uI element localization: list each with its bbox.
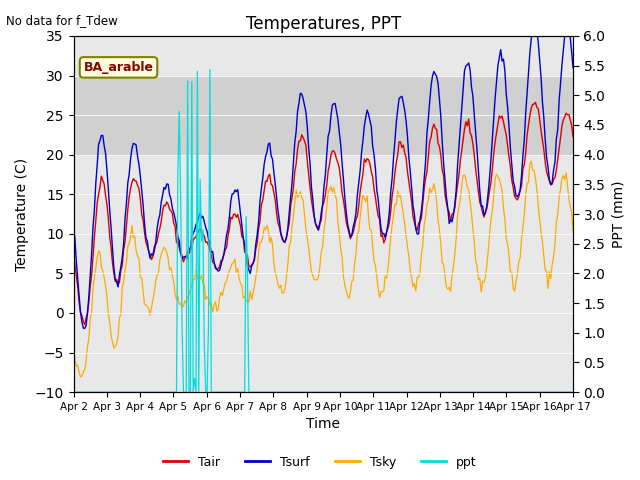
Y-axis label: PPT (mm): PPT (mm) (611, 180, 625, 248)
Y-axis label: Temperature (C): Temperature (C) (15, 157, 29, 271)
Bar (74, 75, 573, 155)
X-axis label: Time: Time (307, 418, 340, 432)
Title: Temperatures, PPT: Temperatures, PPT (246, 15, 401, 33)
Legend: Tair, Tsurf, Tsky, ppt: Tair, Tsurf, Tsky, ppt (158, 451, 482, 474)
Text: BA_arable: BA_arable (83, 61, 154, 74)
Text: No data for f_Tdew: No data for f_Tdew (6, 14, 118, 27)
